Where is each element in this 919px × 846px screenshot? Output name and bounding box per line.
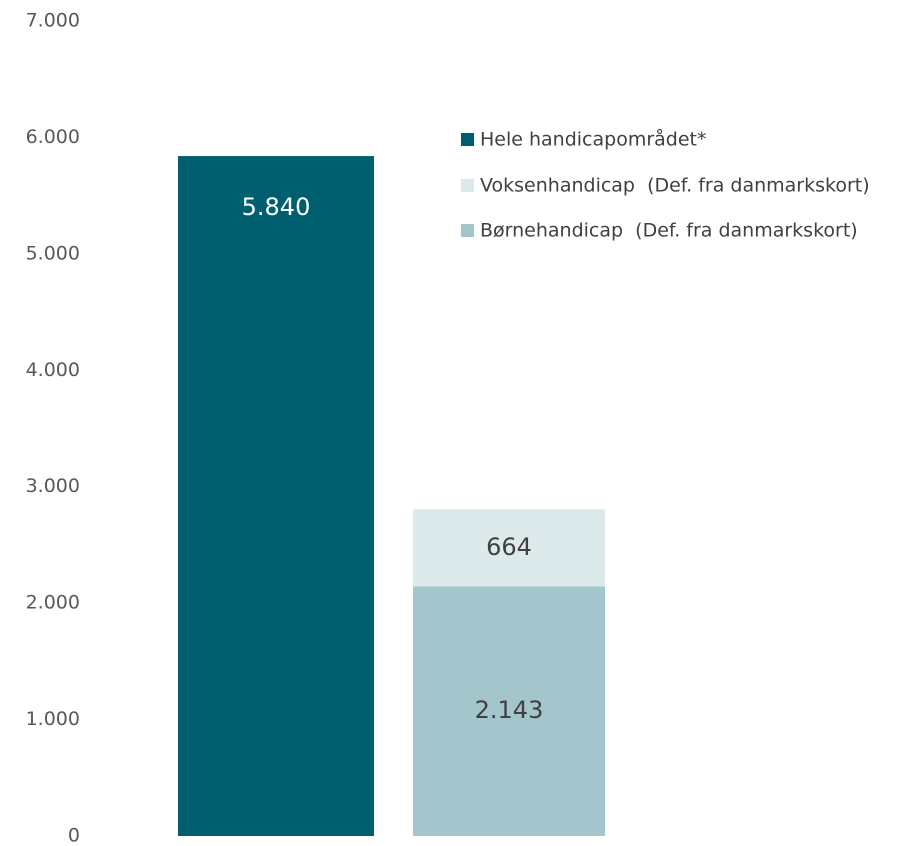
y-tick-label: 2.000 [26,592,80,614]
y-tick-label: 0 [68,825,80,846]
bar-segment [413,586,605,836]
legend: Hele handicapområdet* Voksenhandicap (Def… [461,128,870,242]
y-tick-label: 4.000 [26,359,80,381]
bar-segment [413,509,605,587]
y-axis: 0 1.000 2.000 3.000 4.000 5.000 6.000 7.000 [26,10,80,846]
legend-label: Voksenhandicap (Def. fra danmarkskort) [480,175,870,197]
legend-swatch [461,133,474,146]
data-label: 664 [486,533,532,561]
legend-swatch [461,179,474,192]
legend-label: Hele handicapområdet* [480,128,707,151]
y-tick-label: 3.000 [26,475,80,497]
y-tick-label: 5.000 [26,242,80,264]
bar-segment [178,156,374,837]
data-label: 2.143 [475,696,544,724]
y-tick-label: 7.000 [26,10,80,32]
y-tick-label: 1.000 [26,708,80,730]
legend-swatch [461,224,474,237]
y-tick-label: 6.000 [26,126,80,148]
data-label: 5.840 [242,193,311,221]
legend-label: Børnehandicap (Def. fra danmarkskort) [480,220,858,242]
bars: 5.840 2.143 664 [178,156,605,837]
